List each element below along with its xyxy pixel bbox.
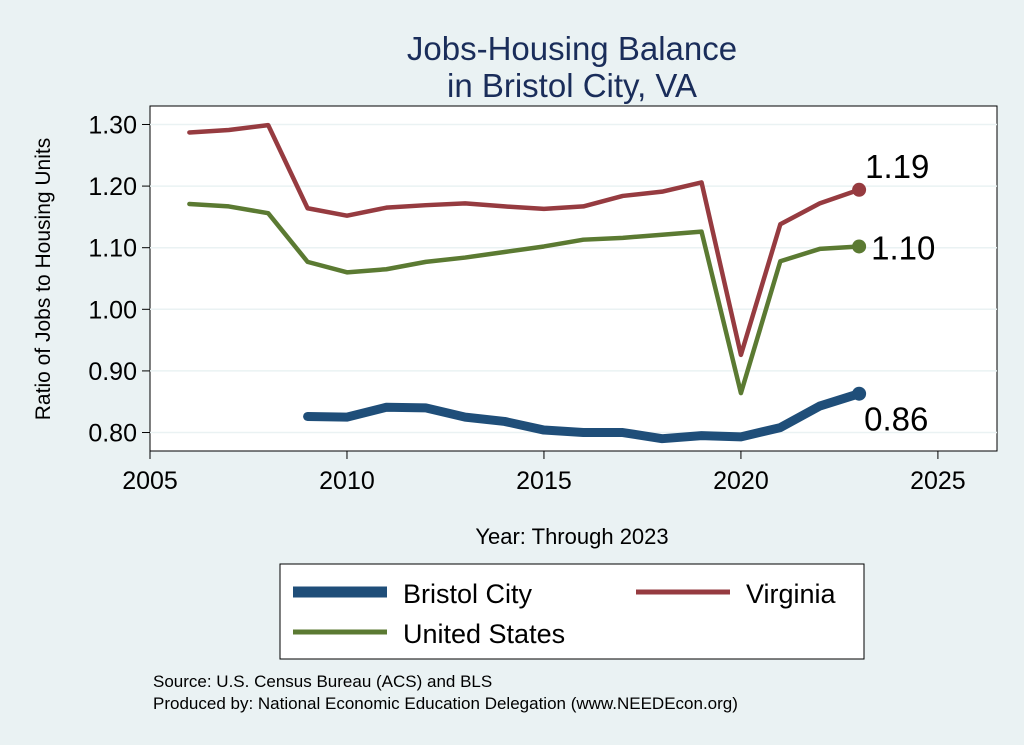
y-tick-label: 0.90 <box>88 358 137 386</box>
y-tick-label: 1.10 <box>88 235 137 263</box>
x-tick-label: 2025 <box>910 467 966 495</box>
series-line-virginia <box>187 122 862 358</box>
x-tick-label: 2015 <box>516 467 572 495</box>
chart-title-line-1: Jobs-Housing Balance <box>407 30 737 67</box>
x-tick-label: 2020 <box>713 467 769 495</box>
y-axis: 0.80 0.90 1.00 1.10 1.20 1.30 <box>88 111 150 448</box>
end-label-united-states: 1.10 <box>871 229 935 266</box>
legend-label-virginia: Virginia <box>746 579 837 609</box>
series-lines <box>187 122 864 444</box>
x-axis-title: Year: Through 2023 <box>475 524 668 549</box>
end-label-virginia: 1.19 <box>865 148 929 185</box>
gridlines <box>150 123 997 434</box>
y-tick-label: 1.00 <box>88 296 137 324</box>
end-point-bristol-city <box>852 386 867 401</box>
end-point-virginia <box>852 182 867 197</box>
source-note: Source: U.S. Census Bureau (ACS) and BLS <box>153 672 492 691</box>
legend-label-united-states: United States <box>403 619 565 649</box>
y-tick-label: 1.30 <box>88 111 137 139</box>
x-tick-label: 2010 <box>319 467 375 495</box>
legend-label-bristol-city: Bristol City <box>403 579 533 609</box>
end-label-bristol-city: 0.86 <box>864 401 928 438</box>
series-line-bristol-city <box>303 389 864 444</box>
chart-title-line-2: in Bristol City, VA <box>447 67 697 104</box>
end-points: 0.86 1.19 1.10 <box>852 148 935 438</box>
end-point-united-states <box>852 239 867 254</box>
legend-box <box>279 563 865 660</box>
y-tick-label: 0.80 <box>88 420 137 448</box>
x-axis: 2005 2010 2015 2020 2025 <box>122 451 966 495</box>
y-axis-title: Ratio of Jobs to Housing Units <box>32 138 55 420</box>
series-line-united-states <box>187 201 862 396</box>
y-tick-label: 1.20 <box>88 173 137 201</box>
producer-note: Produced by: National Economic Education… <box>153 694 738 713</box>
legend: Bristol City Virginia United States <box>279 563 865 660</box>
x-tick-label: 2005 <box>122 467 178 495</box>
